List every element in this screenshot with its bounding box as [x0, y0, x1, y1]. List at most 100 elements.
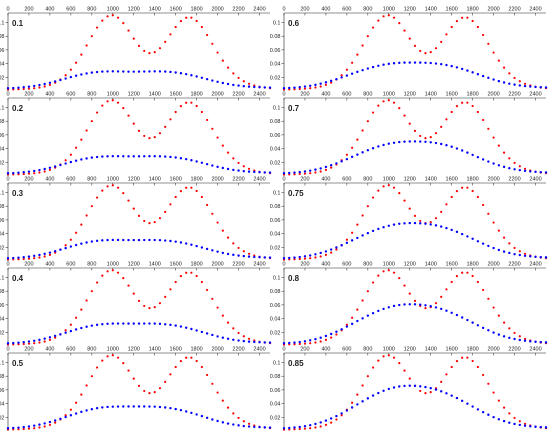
y-tick-label: 0.06: [270, 218, 281, 224]
red-point: [424, 137, 427, 140]
blue-point: [179, 72, 183, 75]
blue-point: [116, 405, 120, 408]
red-point: [85, 384, 88, 387]
x-tick-label: 1000: [107, 347, 119, 353]
blue-point: [106, 322, 109, 325]
red-point: [206, 288, 209, 292]
red-point: [48, 338, 52, 342]
x-tick-label: 1400: [149, 7, 161, 13]
red-point: [319, 170, 322, 173]
red-point: [351, 316, 354, 319]
blue-point: [371, 65, 375, 69]
blue-point: [350, 322, 354, 326]
blue-point: [226, 337, 230, 341]
blue-point: [492, 415, 495, 419]
blue-point: [350, 155, 354, 159]
blue-point: [288, 171, 291, 175]
red-point: [206, 373, 209, 377]
red-point: [450, 365, 453, 369]
red-point: [497, 144, 500, 147]
red-point: [471, 189, 474, 193]
blue-point: [408, 303, 411, 306]
x-tick-label: 1600: [446, 177, 458, 183]
blue-point: [242, 85, 245, 88]
red-point: [309, 342, 312, 345]
blue-point: [518, 338, 521, 342]
red-point: [169, 33, 172, 36]
blue-point: [398, 222, 401, 225]
x-tick-label: 800: [87, 262, 96, 268]
blue-point: [74, 328, 78, 331]
blue-point: [59, 417, 62, 421]
red-point: [122, 191, 125, 195]
red-point: [216, 51, 219, 54]
red-point: [132, 122, 135, 125]
blue-point: [59, 333, 62, 336]
red-point: [179, 360, 183, 363]
blue-point: [319, 82, 322, 85]
red-point: [445, 373, 448, 376]
x-tick-label: 1400: [149, 262, 161, 268]
blue-point: [497, 333, 501, 336]
red-point: [445, 203, 448, 206]
y-tick-label: 0.1: [273, 360, 281, 366]
red-point: [64, 329, 67, 332]
blue-point: [324, 419, 328, 422]
x-tick-label: 200: [300, 262, 309, 268]
blue-point: [95, 70, 99, 74]
y-tick-label: 0.02: [0, 415, 5, 421]
blue-point: [132, 155, 135, 158]
blue-point: [288, 86, 291, 90]
x-tick-label: 1200: [128, 347, 140, 353]
red-point: [43, 255, 46, 258]
x-tick-label: 2200: [508, 262, 520, 268]
red-point: [153, 391, 156, 394]
blue-point: [539, 86, 542, 89]
red-point: [232, 327, 235, 330]
red-point: [319, 425, 322, 428]
blue-point: [387, 387, 390, 391]
blue-point: [247, 255, 251, 258]
blue-point: [398, 140, 401, 144]
blue-point: [387, 62, 390, 66]
blue-point: [27, 255, 31, 258]
blue-point: [127, 238, 130, 242]
red-point: [445, 118, 448, 121]
blue-point: [361, 400, 364, 403]
blue-point: [200, 161, 204, 164]
x-tick-label: 200: [300, 177, 309, 183]
red-point: [408, 207, 411, 210]
blue-point: [174, 71, 177, 74]
red-point: [174, 195, 177, 199]
blue-point: [366, 149, 370, 152]
red-point: [33, 257, 36, 260]
blue-point: [329, 79, 333, 83]
blue-point: [132, 322, 135, 325]
red-point: [345, 323, 348, 326]
blue-point: [329, 248, 333, 251]
blue-point: [90, 408, 94, 411]
blue-point: [513, 422, 516, 426]
red-point: [38, 341, 41, 344]
x-tick-label: 400: [321, 92, 330, 98]
red-point: [27, 172, 31, 175]
red-point: [466, 271, 469, 274]
red-point: [330, 251, 333, 254]
red-point: [101, 359, 104, 362]
blue-point: [64, 331, 67, 334]
red-point: [487, 127, 490, 130]
blue-point: [38, 423, 41, 426]
red-point: [419, 49, 422, 53]
red-point: [476, 110, 479, 114]
blue-point: [101, 323, 104, 326]
blue-point: [434, 306, 438, 309]
red-point: [137, 44, 141, 47]
blue-point: [242, 339, 245, 343]
blue-point: [200, 246, 204, 249]
blue-point: [179, 325, 183, 328]
blue-point: [403, 222, 406, 225]
blue-point: [434, 62, 438, 65]
red-point: [27, 257, 31, 260]
red-point: [492, 306, 495, 309]
blue-point: [22, 425, 25, 429]
